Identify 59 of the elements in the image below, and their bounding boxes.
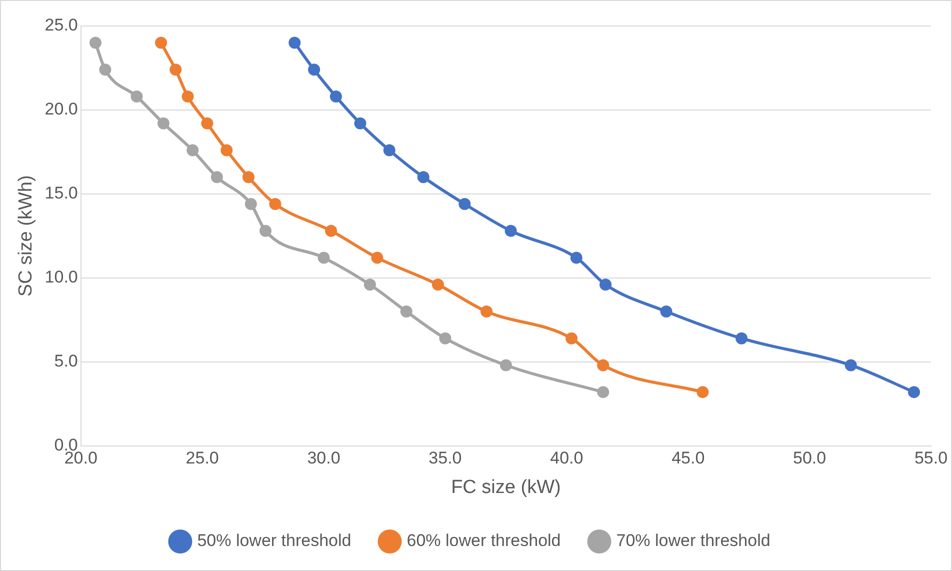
point [417, 171, 430, 184]
point [99, 64, 112, 76]
legend-label: 70% lower threshold [616, 531, 770, 550]
point [210, 171, 223, 184]
point [201, 117, 214, 130]
point [318, 252, 330, 264]
point [458, 198, 471, 210]
point [157, 117, 170, 130]
x-tick-label: 25.0 [186, 448, 219, 468]
point [432, 278, 444, 291]
x-axis-title: FC size (kW) [451, 476, 561, 498]
point [480, 305, 493, 318]
point [330, 90, 342, 103]
point [371, 252, 384, 264]
x-tick-label: 40.0 [550, 448, 584, 468]
point [600, 278, 612, 291]
point [736, 332, 748, 344]
point [696, 386, 709, 398]
point [500, 359, 512, 372]
x-tick-label: 45.0 [672, 448, 705, 468]
x-tick-label: 50.0 [793, 448, 826, 468]
y-tick-label: 10.0 [44, 268, 78, 287]
point [170, 64, 182, 76]
point [325, 224, 338, 237]
point [220, 144, 233, 156]
point [660, 305, 672, 318]
legend-label: 60% lower threshold [406, 531, 561, 550]
y-tick-label: 20.0 [44, 100, 78, 119]
point [566, 332, 578, 344]
point [308, 64, 320, 76]
point [597, 359, 610, 372]
y-tick-label: 5.0 [54, 352, 78, 371]
point [400, 305, 412, 318]
point [244, 198, 257, 210]
point [570, 252, 582, 264]
point [288, 36, 301, 49]
y-axis-title: SC size (kWh) [16, 175, 37, 297]
point [354, 117, 366, 130]
point [259, 224, 272, 237]
y-tick-label: 15.0 [44, 184, 78, 203]
point [269, 198, 282, 210]
point [130, 90, 143, 103]
x-tick-label: 55.0 [914, 448, 948, 468]
point [182, 90, 194, 103]
point [242, 171, 254, 184]
point [186, 144, 199, 156]
point [844, 359, 857, 372]
x-tick-label: 30.0 [307, 448, 340, 468]
point [364, 278, 376, 291]
point [597, 386, 610, 398]
legend-label: 50% lower threshold [197, 531, 352, 550]
x-tick-label: 35.0 [428, 448, 462, 468]
point [908, 386, 920, 398]
y-tick-label: 25.0 [44, 16, 78, 35]
point [89, 36, 102, 49]
point [155, 36, 168, 49]
point [439, 332, 452, 344]
point [383, 144, 396, 156]
point [504, 224, 517, 237]
